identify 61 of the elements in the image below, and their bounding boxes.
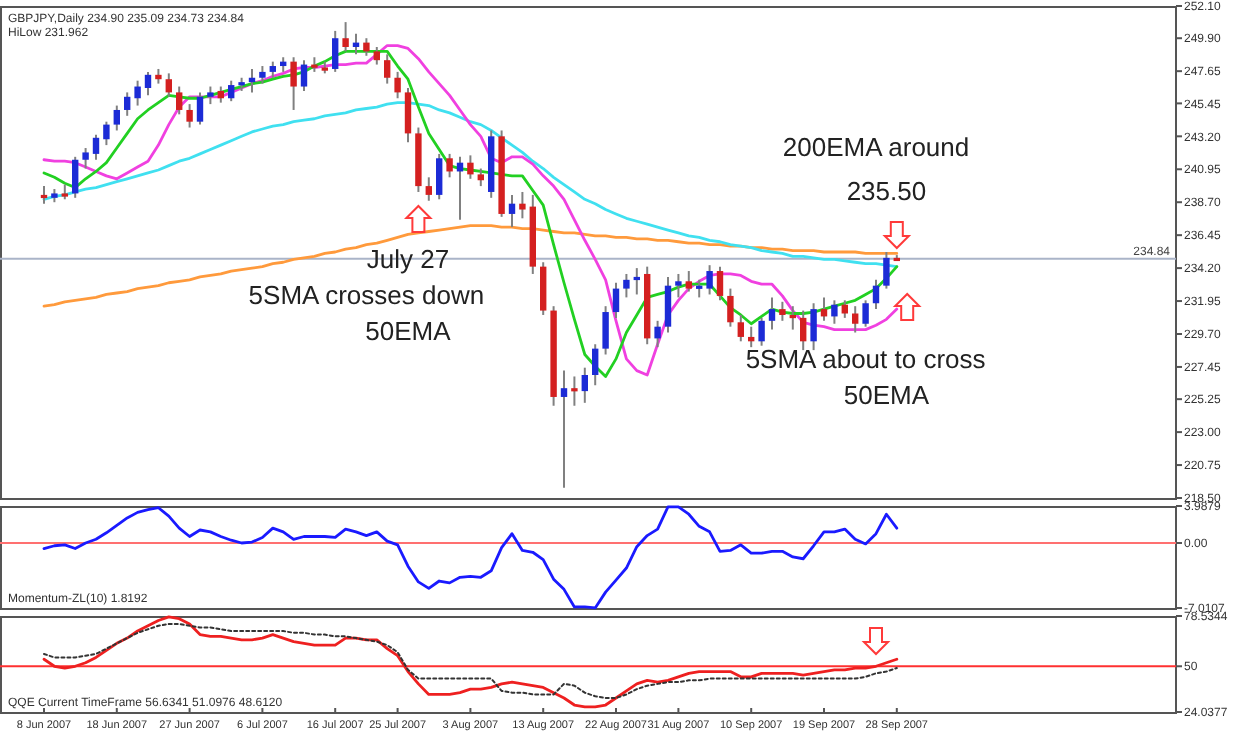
candlestick	[508, 193, 516, 229]
annotation: 5SMA about to cross	[745, 344, 987, 374]
candlestick	[165, 72, 172, 98]
candlestick	[92, 133, 100, 161]
candlestick	[300, 59, 308, 92]
annotation: July 27	[366, 244, 450, 274]
candlestick	[623, 272, 630, 299]
candlestick	[633, 267, 640, 296]
candlestick	[737, 313, 744, 343]
annotation: 5SMA crosses down	[248, 280, 485, 310]
candlestick	[134, 79, 141, 107]
candlestick	[779, 300, 786, 322]
candlestick	[103, 120, 110, 147]
candlestick	[394, 70, 401, 100]
annotation: 200EMA around	[782, 132, 970, 162]
candlestick	[176, 85, 183, 116]
candlestick	[72, 155, 79, 199]
candlestick	[768, 296, 776, 331]
annotation: 235.50	[846, 176, 927, 206]
annotation: 50EMA	[843, 380, 930, 410]
candlestick	[436, 152, 443, 201]
candlestick	[560, 369, 568, 489]
candlestick	[664, 275, 672, 334]
candlestick	[196, 91, 204, 126]
annotation: 50EMA	[365, 316, 452, 346]
candlestick	[706, 264, 713, 296]
candlestick	[519, 190, 526, 220]
candlestick	[124, 91, 131, 117]
candlestick	[716, 265, 724, 302]
candlestick	[592, 343, 599, 387]
candlestick	[581, 366, 588, 404]
candlestick	[685, 270, 692, 293]
candlestick	[612, 281, 620, 319]
candlestick	[800, 309, 807, 352]
candlestick	[872, 278, 880, 311]
candlestick	[332, 29, 339, 73]
candlestick	[228, 79, 235, 103]
candlestick	[384, 53, 391, 85]
candlestick	[186, 103, 193, 129]
candlestick	[852, 305, 859, 334]
candlestick	[467, 154, 474, 180]
candlestick	[113, 104, 120, 132]
candlestick	[290, 56, 297, 111]
candlestick	[789, 305, 796, 331]
candlestick	[602, 305, 609, 356]
candlestick	[810, 302, 817, 352]
candlestick	[144, 70, 152, 97]
candlestick	[342, 21, 349, 53]
candlestick	[571, 375, 578, 407]
candlestick	[446, 152, 453, 179]
candlestick	[654, 319, 661, 349]
candlestick	[758, 316, 765, 347]
candlestick	[831, 299, 838, 325]
candlestick	[675, 272, 682, 299]
candlestick	[425, 176, 432, 202]
candlestick	[404, 87, 412, 144]
candlestick	[727, 287, 734, 328]
candlestick	[540, 261, 547, 316]
candlestick	[883, 251, 890, 290]
candlestick	[82, 147, 89, 170]
candlestick	[862, 299, 869, 328]
